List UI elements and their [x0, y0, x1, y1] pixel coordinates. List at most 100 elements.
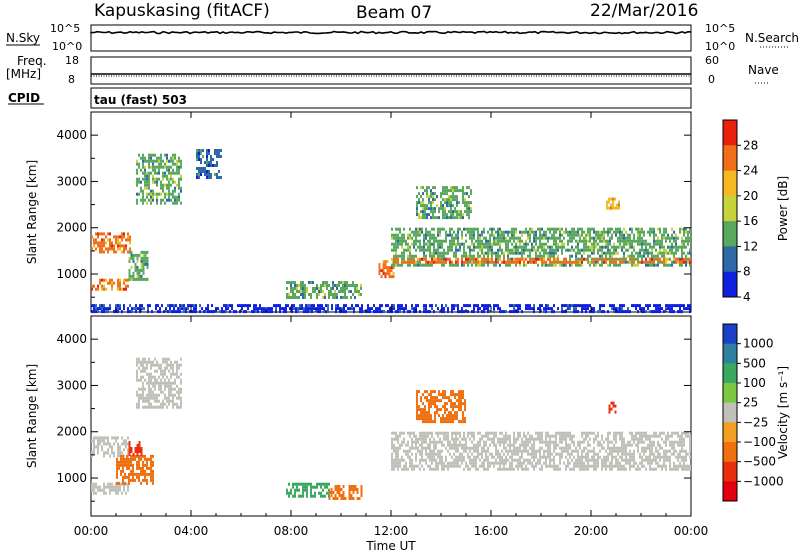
- range-cell: [541, 431, 543, 435]
- range-cell: [625, 455, 627, 459]
- range-cell: [158, 159, 160, 163]
- range-cell: [595, 467, 597, 471]
- range-cell: [533, 452, 535, 456]
- range-cell: [140, 453, 143, 456]
- range-cell: [499, 254, 501, 258]
- range-cell: [142, 156, 144, 160]
- range-cell: [489, 443, 491, 447]
- range-cell: [136, 466, 138, 470]
- range-cell: [130, 250, 133, 254]
- range-cell: [331, 304, 333, 308]
- range-cell: [119, 304, 121, 308]
- range-cell: [421, 455, 423, 459]
- range-cell: [675, 248, 677, 252]
- range-cell: [453, 230, 455, 234]
- range-cell: [441, 242, 443, 246]
- range-cell: [615, 455, 617, 459]
- range-cell: [609, 452, 611, 456]
- range-cell: [669, 467, 671, 471]
- range-cell: [547, 440, 549, 444]
- range-cell: [154, 375, 156, 379]
- range-cell: [669, 464, 671, 468]
- range-cell: [653, 233, 655, 237]
- range-cell: [393, 304, 395, 308]
- range-cell: [605, 260, 607, 264]
- range-cell: [565, 443, 567, 447]
- range-cell: [166, 177, 168, 181]
- range-cell: [422, 420, 424, 424]
- range-cell: [454, 405, 456, 409]
- range-cell: [643, 452, 645, 456]
- range-cell: [219, 310, 221, 314]
- range-cell: [130, 253, 133, 257]
- range-cell: [306, 287, 308, 290]
- range-cell: [138, 478, 140, 482]
- range-cell: [507, 449, 509, 453]
- range-cell: [471, 440, 473, 444]
- range-cell: [575, 446, 577, 450]
- range-cell: [471, 461, 473, 465]
- range-cell: [515, 251, 517, 255]
- range-cell: [441, 440, 443, 444]
- range-cell: [448, 414, 450, 418]
- range-cell: [515, 260, 517, 264]
- range-cell: [442, 390, 444, 394]
- range-cell: [99, 307, 101, 311]
- range-cell: [127, 307, 129, 311]
- range-cell: [439, 437, 441, 441]
- range-cell: [633, 263, 635, 267]
- range-cell: [671, 251, 673, 255]
- range-cell: [549, 263, 551, 267]
- range-cell: [127, 238, 129, 242]
- range-cell: [302, 290, 304, 293]
- range-cell: [127, 451, 129, 455]
- range-cell: [609, 260, 611, 264]
- range-cell: [176, 201, 178, 205]
- colorbar-frame: [722, 119, 738, 298]
- y-tick-label: 2000: [56, 221, 87, 235]
- range-cell: [613, 230, 615, 234]
- range-cell: [615, 446, 617, 450]
- range-cell: [651, 449, 653, 453]
- range-cell: [140, 447, 143, 450]
- range-cell: [95, 491, 97, 495]
- range-cell: [505, 236, 507, 240]
- scatter-region: [391, 227, 691, 267]
- range-cell: [515, 440, 517, 444]
- range-cell: [521, 452, 523, 456]
- range-cell: [166, 156, 168, 160]
- range-cell: [180, 390, 182, 394]
- range-cell: [551, 245, 553, 249]
- range-cell: [565, 440, 567, 444]
- range-cell: [146, 463, 148, 467]
- range-cell: [431, 434, 433, 438]
- range-cell: [306, 485, 308, 489]
- range-cell: [426, 204, 428, 208]
- range-cell: [99, 436, 101, 440]
- range-cell: [117, 491, 119, 495]
- range-cell: [543, 236, 545, 240]
- range-cell: [95, 482, 97, 486]
- range-cell: [122, 460, 124, 464]
- range-cell: [429, 263, 431, 267]
- scatter-region: [128, 250, 149, 281]
- range-cell: [541, 254, 543, 258]
- range-cell: [465, 461, 467, 465]
- range-cell: [326, 284, 328, 287]
- range-cell: [421, 230, 423, 234]
- range-cell: [330, 491, 333, 494]
- scatter-region: [286, 281, 362, 299]
- range-cell: [612, 197, 614, 201]
- range-cell: [393, 263, 395, 267]
- range-cell: [395, 452, 397, 456]
- range-cell: [575, 233, 577, 237]
- colorbar-swatch: [723, 246, 737, 273]
- range-cell: [411, 461, 413, 465]
- range-cell: [172, 192, 174, 196]
- range-cell: [455, 443, 457, 447]
- range-cell: [623, 227, 625, 231]
- range-cell: [216, 155, 218, 158]
- range-cell: [547, 452, 549, 456]
- range-cell: [621, 464, 623, 468]
- range-cell: [429, 467, 431, 471]
